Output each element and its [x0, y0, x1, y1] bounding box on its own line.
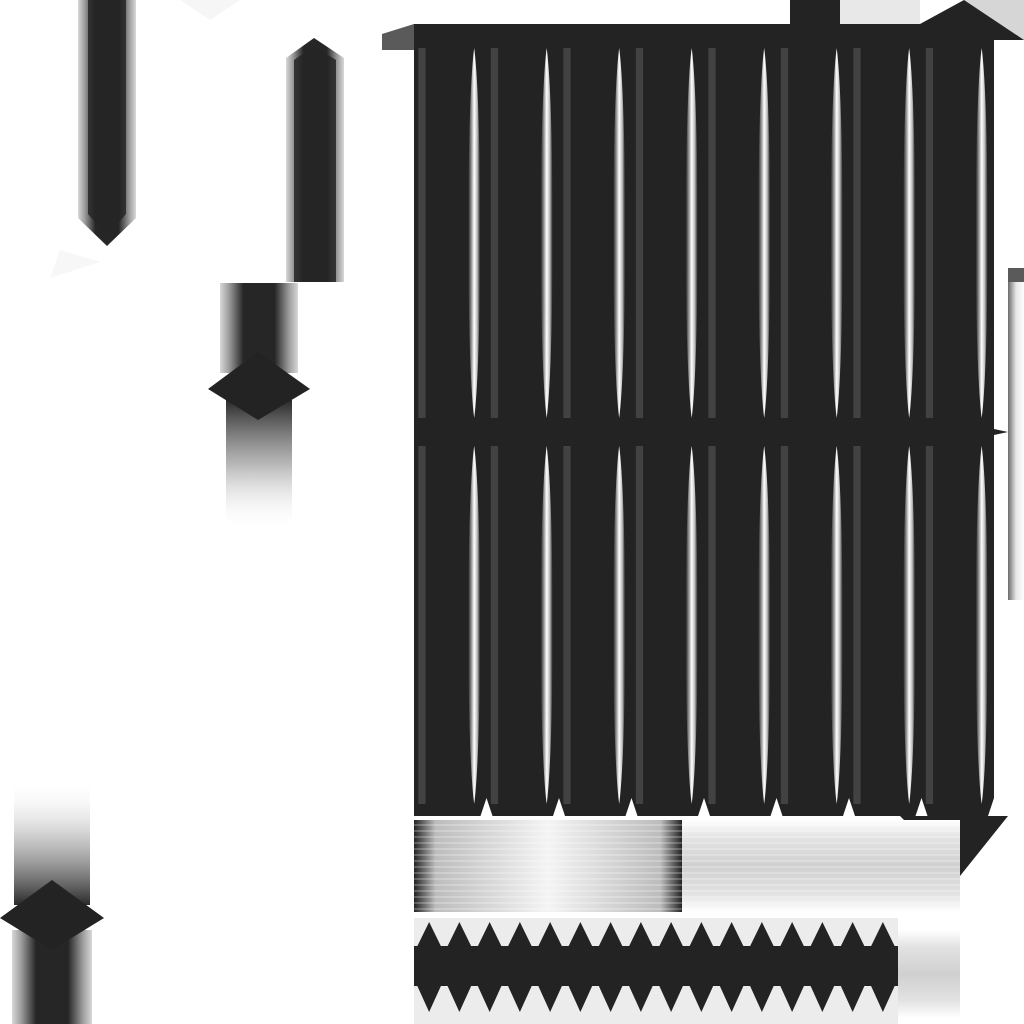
column-gap-lower — [975, 446, 988, 804]
column-group — [418, 48, 1008, 816]
column-notch — [480, 798, 493, 816]
column-shade — [708, 446, 716, 804]
spike-down — [628, 984, 654, 1012]
column-gap-upper — [975, 48, 988, 418]
top-right-corner — [790, 0, 1024, 40]
spike-down — [446, 984, 473, 1012]
spike-down — [658, 984, 684, 1012]
column-gap-lower — [830, 446, 843, 804]
column-gap-upper — [830, 48, 843, 418]
column-shade — [853, 48, 861, 418]
column-gap-lower — [903, 446, 916, 804]
column-notch — [843, 798, 855, 816]
column-gap-lower — [685, 446, 698, 804]
spike-up — [809, 922, 836, 948]
column-shade — [853, 446, 861, 804]
column-notch — [698, 798, 710, 816]
column-notch — [770, 798, 783, 816]
main-panel — [414, 24, 994, 816]
column-shade — [925, 48, 934, 418]
spike-up — [628, 922, 654, 948]
column-gap-upper — [685, 48, 698, 418]
spike-down — [809, 984, 836, 1012]
glare-rays — [50, 0, 240, 278]
spike-down — [537, 984, 563, 1012]
spike-up — [446, 922, 473, 948]
spike-up — [749, 922, 775, 948]
column-gap-upper — [540, 48, 553, 418]
column-notch — [915, 798, 928, 816]
spike-down — [688, 984, 715, 1012]
column-gap-upper — [903, 48, 916, 418]
column-shade — [418, 446, 426, 804]
spike-down — [416, 984, 442, 1012]
column-shade — [490, 48, 499, 418]
column-shade — [780, 48, 789, 418]
spike-up — [537, 922, 563, 948]
column-shade — [780, 446, 789, 804]
spike-up — [870, 922, 896, 948]
waist-tip — [994, 429, 1008, 435]
spike-up — [567, 922, 594, 948]
spike-down — [507, 984, 533, 1012]
column-shade — [563, 48, 571, 418]
spike-down — [870, 984, 896, 1012]
column-shade — [635, 48, 644, 418]
spike-up — [718, 922, 745, 948]
column-notch — [988, 798, 1000, 816]
spike-up — [779, 922, 805, 948]
spike-up — [416, 922, 442, 948]
column-shade — [635, 446, 644, 804]
column-gap-lower — [613, 446, 626, 804]
column-gap-lower — [540, 446, 553, 804]
column-shade — [490, 446, 499, 804]
spike-up — [507, 922, 533, 948]
column-gap-lower — [468, 446, 481, 804]
spike-group — [416, 922, 896, 1012]
column-shade — [925, 446, 934, 804]
spike-up — [839, 922, 866, 948]
column-gap-lower — [758, 446, 771, 804]
right-edge — [1008, 268, 1024, 600]
spike-up — [688, 922, 715, 948]
column-notch — [625, 798, 638, 816]
column-shade — [708, 48, 716, 418]
spike-down — [567, 984, 594, 1012]
column-shade — [418, 48, 426, 418]
panel-tab — [382, 24, 414, 50]
right-top-strip — [286, 38, 344, 282]
diamond-piece-upper — [208, 283, 310, 530]
spike-up — [658, 922, 684, 948]
spike-down — [597, 984, 624, 1012]
spike-down — [718, 984, 745, 1012]
horizontal-band — [414, 820, 960, 912]
spike-up — [597, 922, 624, 948]
spike-down — [839, 984, 866, 1012]
column-shade — [563, 446, 571, 804]
column-gap-upper — [468, 48, 481, 418]
column-notch — [553, 798, 565, 816]
diamond-piece-lower — [0, 780, 104, 1024]
column-gap-upper — [613, 48, 626, 418]
spike-down — [749, 984, 775, 1012]
left-top-strip — [78, 0, 136, 246]
column-gap-upper — [758, 48, 771, 418]
spike-up — [476, 922, 503, 948]
spike-down — [476, 984, 503, 1012]
spike-down — [779, 984, 805, 1012]
